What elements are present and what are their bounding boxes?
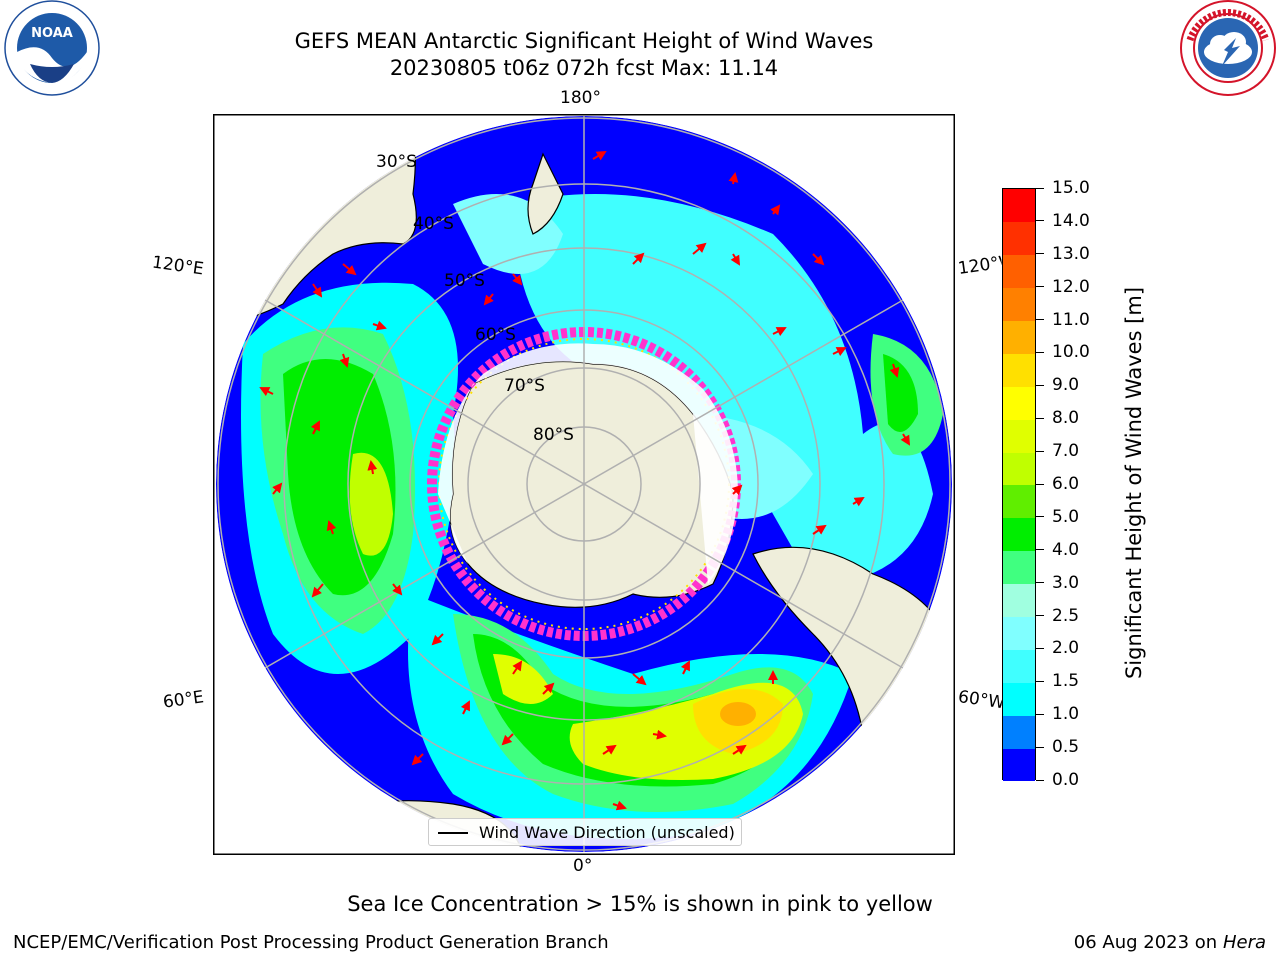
colorbar-title: Significant Height of Wind Waves [m] — [1122, 286, 1146, 680]
colorbar-tick-label: 1.5 — [1052, 671, 1080, 692]
lon-label-60e: 60°E — [161, 687, 206, 713]
lat-label-40s: 40°S — [413, 214, 454, 234]
colorbar-tick — [1036, 549, 1044, 551]
colorbar-segment — [1003, 189, 1035, 223]
colorbar-tick — [1036, 516, 1044, 518]
colorbar-segment — [1003, 715, 1035, 749]
colorbar-segment — [1003, 583, 1035, 618]
map-legend: Wind Wave Direction (unscaled) — [428, 818, 742, 846]
colorbar-segment — [1003, 320, 1035, 354]
nws-logo — [1180, 0, 1276, 96]
colorbar-tick — [1036, 582, 1044, 584]
noaa-logo: NOAA — [4, 0, 100, 96]
colorbar-segment — [1003, 452, 1035, 486]
colorbar-tick-label: 2.5 — [1052, 605, 1080, 626]
svg-text:NOAA: NOAA — [31, 26, 73, 41]
colorbar-tick-label: 13.0 — [1052, 243, 1090, 264]
colorbar-tick-label: 8.0 — [1052, 408, 1080, 429]
polar-map — [213, 114, 955, 855]
colorbar-tick-label: 6.0 — [1052, 474, 1080, 494]
colorbar-tick-label: 12.0 — [1052, 276, 1090, 297]
colorbar-tick — [1036, 779, 1044, 781]
colorbar-segment — [1003, 254, 1035, 289]
colorbar-tick-label: 0.5 — [1052, 737, 1080, 758]
colorbar-segment — [1003, 616, 1035, 650]
colorbar-tick-label: 15.0 — [1052, 178, 1090, 198]
machine-name: Hera — [1222, 932, 1266, 953]
graticule — [216, 116, 952, 852]
colorbar-tick — [1036, 746, 1044, 748]
colorbar-segment — [1003, 353, 1035, 387]
wave-height-field — [216, 116, 952, 852]
colorbar-tick — [1036, 483, 1044, 485]
lat-label-30s: 30°S — [376, 152, 417, 172]
lat-label-60s: 60°S — [475, 325, 516, 345]
colorbar-tick-label: 1.0 — [1052, 704, 1080, 725]
colorbar-tick — [1036, 647, 1044, 649]
colorbar-tick — [1036, 351, 1044, 353]
colorbar-tick — [1036, 187, 1044, 189]
colorbar-tick — [1036, 615, 1044, 617]
lon-label-120e: 120°E — [150, 252, 205, 280]
lon-label-180: 180° — [560, 88, 601, 108]
lon-label-60w: 60°W — [956, 687, 1004, 713]
colorbar-tick — [1036, 450, 1044, 452]
colorbar-segment — [1003, 419, 1035, 453]
colorbar-segment — [1003, 287, 1035, 322]
lon-label-120w: 120°W — [956, 253, 1004, 279]
colorbar-tick — [1036, 417, 1044, 419]
wave-direction-arrows — [259, 150, 911, 811]
lat-label-80s: 80°S — [533, 425, 574, 445]
colorbar-segment — [1003, 748, 1035, 782]
date-stamp: 06 Aug 2023 on Hera — [1074, 932, 1266, 954]
colorbar-tick-label: 11.0 — [1052, 309, 1090, 330]
colorbar-tick — [1036, 319, 1044, 321]
chart-subtitle: 20230805 t06z 072h fcst Max: 11.14 — [389, 56, 779, 80]
colorbar-segment — [1003, 550, 1035, 585]
colorbar-tick-label: 4.0 — [1052, 539, 1080, 560]
colorbar-tick-label: 0.0 — [1052, 770, 1080, 790]
colorbar-segment — [1003, 485, 1035, 519]
colorbar-tick-label: 7.0 — [1052, 441, 1080, 462]
colorbar-segment — [1003, 517, 1035, 552]
colorbar-tick — [1036, 680, 1044, 682]
colorbar-tick — [1036, 253, 1044, 255]
lat-label-50s: 50°S — [444, 271, 485, 291]
date-text: 06 Aug 2023 on — [1073, 932, 1218, 953]
colorbar-title-box: Significant Height of Wind Waves [m] — [1104, 186, 1164, 780]
colorbar-tick — [1036, 713, 1044, 715]
colorbar-tick — [1036, 286, 1044, 288]
colorbar-tick-label: 2.0 — [1052, 638, 1080, 659]
colorbar-segment — [1003, 221, 1035, 256]
lat-label-70s: 70°S — [504, 376, 545, 396]
credit-text: NCEP/EMC/Verification Post Processing Pr… — [13, 932, 609, 953]
legend-line-swatch — [438, 832, 468, 834]
colorbar-segment — [1003, 682, 1035, 716]
colorbar-segment — [1003, 649, 1035, 683]
colorbar-segment — [1003, 386, 1035, 420]
colorbar-tick-label: 10.0 — [1052, 342, 1090, 363]
sea-ice-note: Sea Ice Concentration > 15% is shown in … — [347, 892, 933, 916]
colorbar-tick-label: 14.0 — [1052, 210, 1090, 231]
lon-label-0: 0° — [573, 856, 593, 876]
chart-title: GEFS MEAN Antarctic Significant Height o… — [294, 29, 874, 53]
colorbar — [1002, 188, 1036, 782]
colorbar-tick-label: 9.0 — [1052, 375, 1080, 396]
legend-label: Wind Wave Direction (unscaled) — [479, 823, 735, 842]
colorbar-tick-label: 3.0 — [1052, 572, 1080, 593]
colorbar-tick — [1036, 220, 1044, 222]
colorbar-tick — [1036, 384, 1044, 386]
colorbar-tick-label: 5.0 — [1052, 506, 1080, 527]
